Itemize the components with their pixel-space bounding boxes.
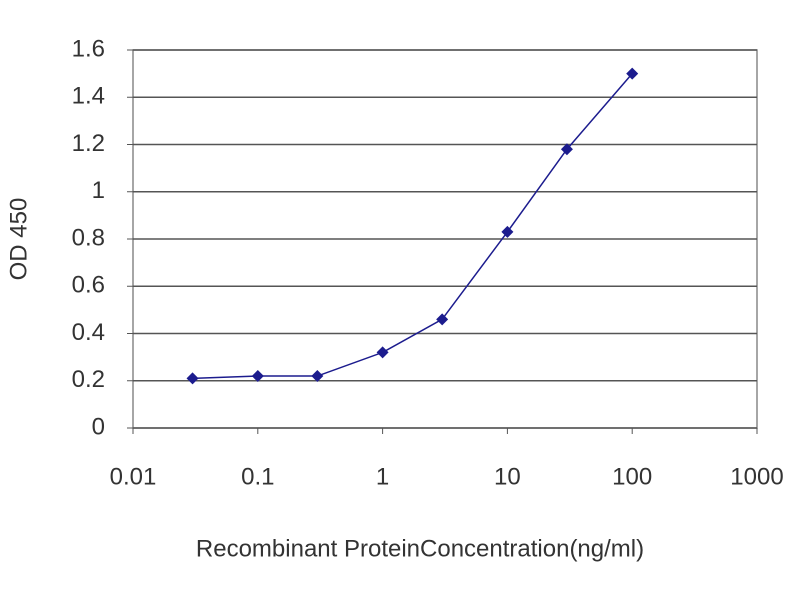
data-point <box>560 143 573 156</box>
x-tick-label: 1000 <box>730 463 783 490</box>
y-tick-label: 1.6 <box>72 35 105 62</box>
y-tick-label: 1.4 <box>72 83 105 110</box>
x-tick-label: 0.1 <box>241 463 274 490</box>
data-point <box>626 67 639 80</box>
data-point <box>436 313 449 326</box>
y-tick-label: 0 <box>92 413 105 440</box>
data-point <box>311 370 324 383</box>
x-tick-label: 100 <box>612 463 652 490</box>
y-tick-label: 0.2 <box>72 366 105 393</box>
y-tick-label: 0.4 <box>72 319 105 346</box>
x-tick-label: 0.01 <box>110 463 157 490</box>
x-axis-label: Recombinant ProteinConcentration(ng/ml) <box>196 535 644 562</box>
x-tick-label: 1 <box>376 463 389 490</box>
y-tick-label: 1 <box>92 177 105 204</box>
y-tick-label: 0.6 <box>72 272 105 299</box>
y-tick-label: 1.2 <box>72 130 105 157</box>
data-point <box>501 225 514 238</box>
data-point <box>376 346 389 359</box>
y-tick-label: 0.8 <box>72 224 105 251</box>
y-axis-label: OD 450 <box>5 198 32 281</box>
data-line <box>192 73 633 380</box>
data-point <box>186 372 199 385</box>
data-point <box>251 370 264 383</box>
x-tick-label: 10 <box>494 463 521 490</box>
